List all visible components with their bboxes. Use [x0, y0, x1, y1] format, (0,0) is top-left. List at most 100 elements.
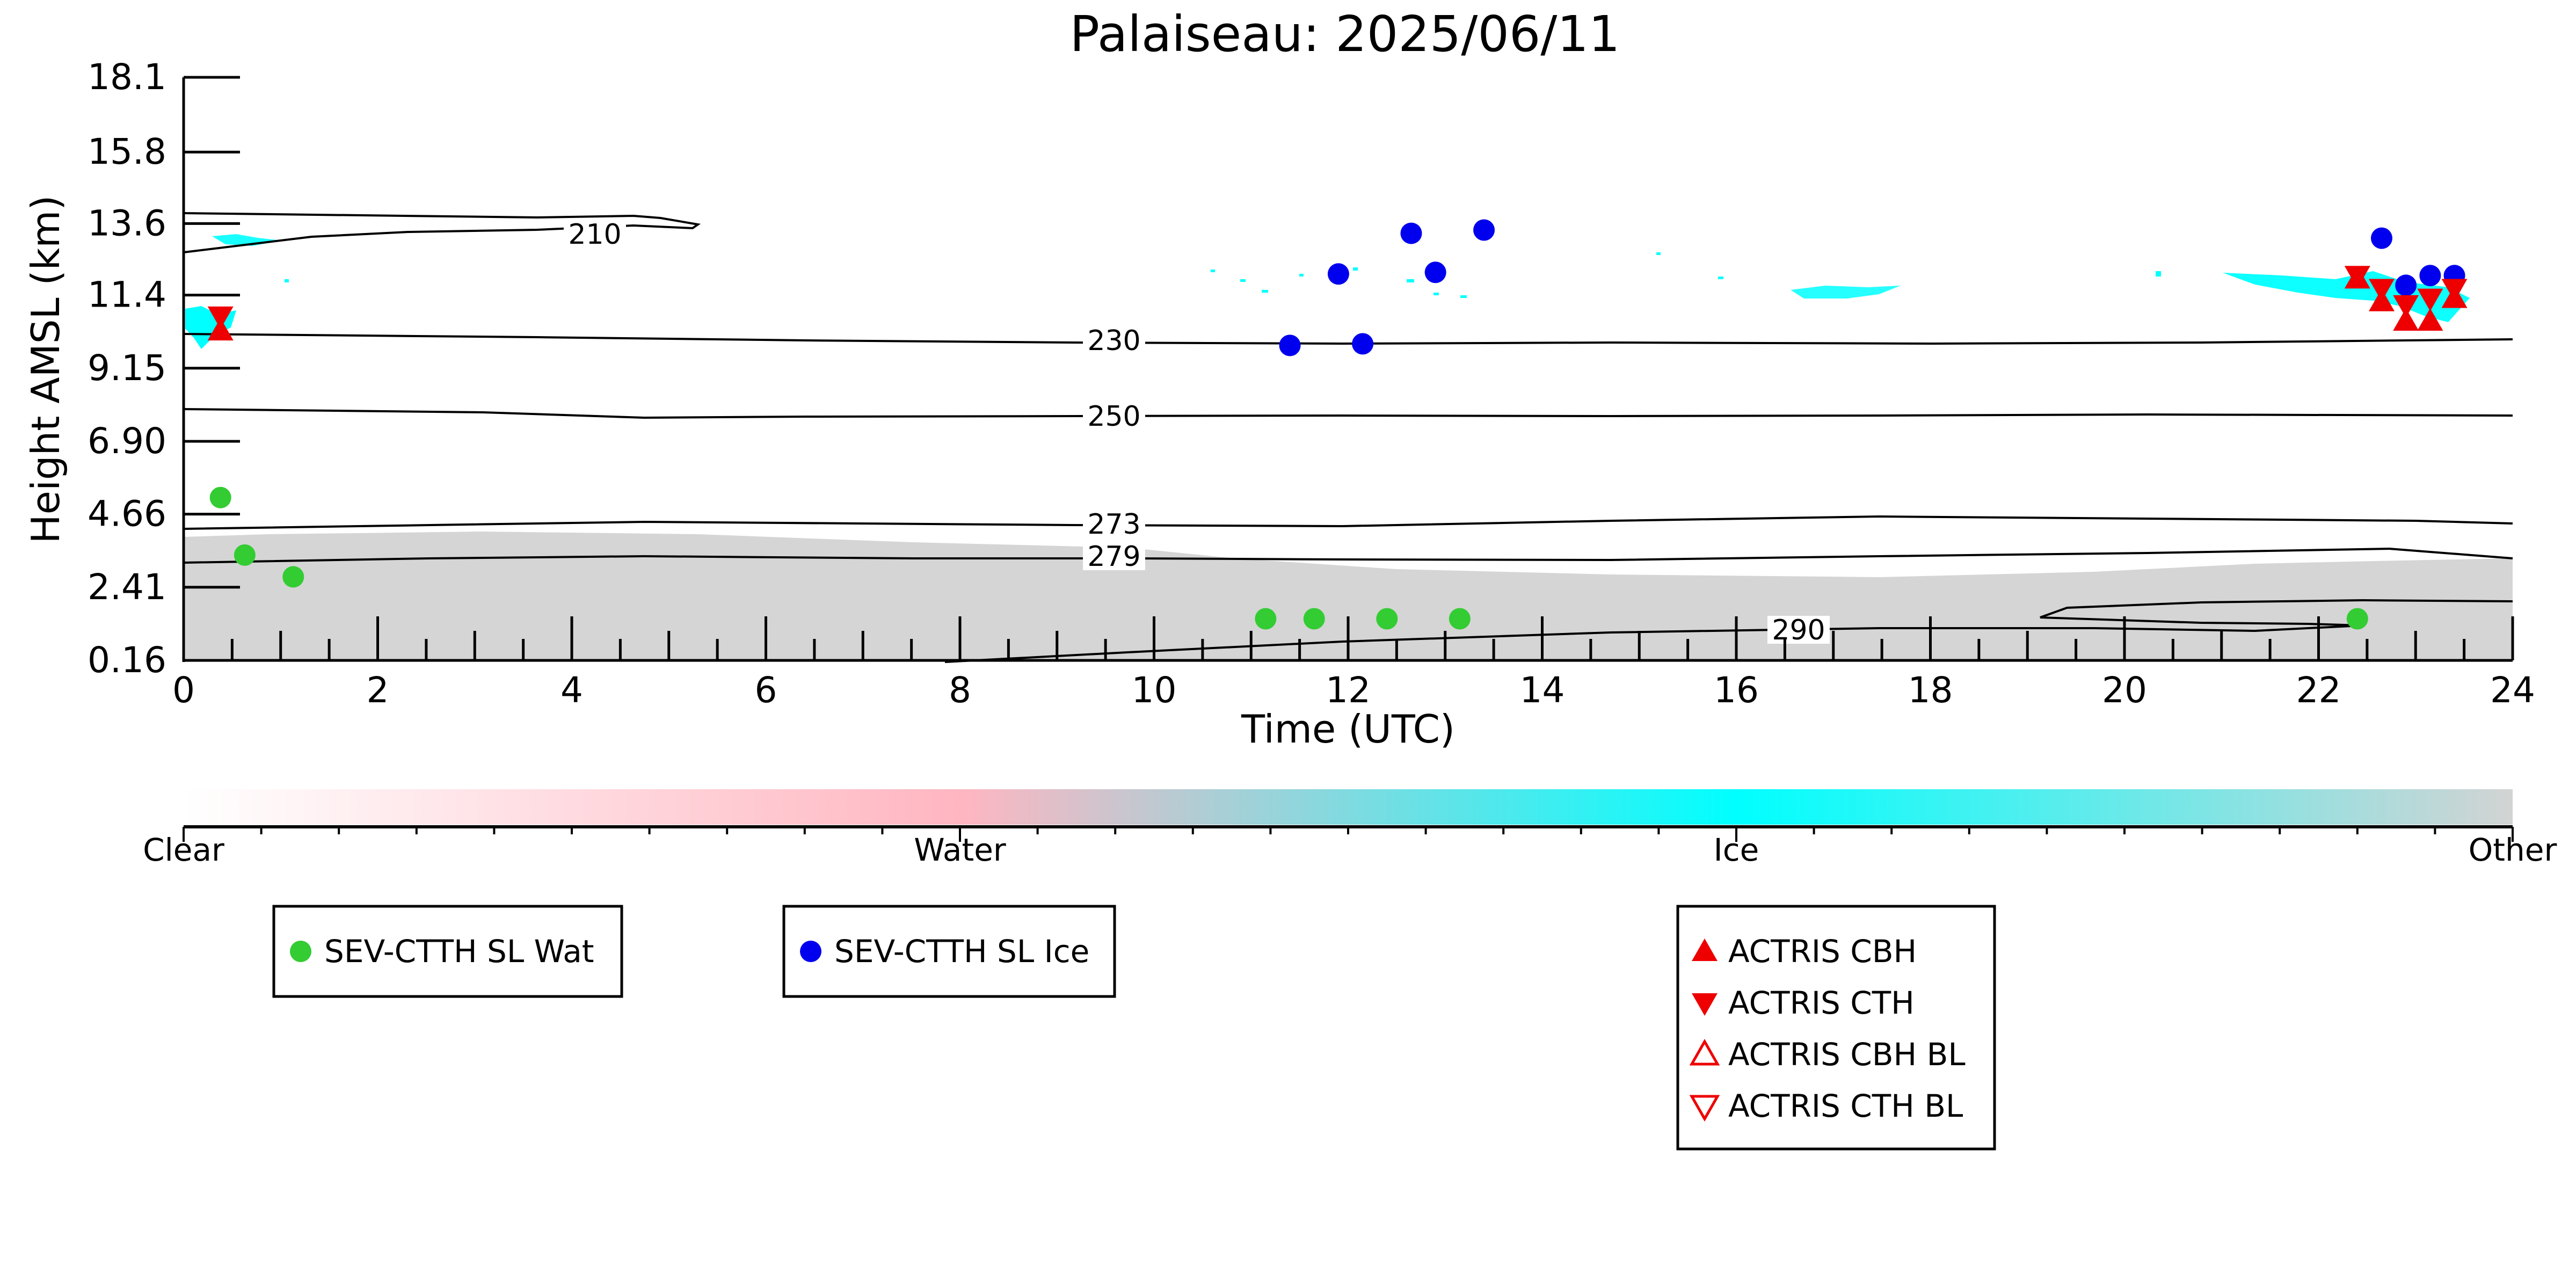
y-tick-label: 6.90 — [88, 420, 166, 462]
x-tick-label: 14 — [1520, 670, 1565, 711]
y-tick-label: 2.41 — [88, 566, 166, 608]
contour-label-210: 210 — [568, 219, 621, 251]
data-markers — [207, 219, 2468, 630]
legend-label-sev-ctth-sl-wat: SEV-CTTH SL Wat — [324, 933, 594, 970]
legend-label-actris-cth-bl: ACTRIS CTH BL — [1728, 1088, 1963, 1124]
legends: SEV-CTTH SL Wat SEV-CTTH SL Ice ACTRIS CBH… — [272, 905, 1996, 1151]
contour-label-250: 250 — [1087, 401, 1140, 433]
y-tick-label: 13.6 — [88, 202, 166, 244]
x-tick-label: 24 — [2490, 670, 2535, 711]
marker-sev-ctth-sl-wat — [1303, 608, 1325, 630]
marker-sev-ctth-sl-wat — [1255, 608, 1277, 630]
marker-actris-cbh — [2417, 308, 2443, 331]
plot-area — [184, 234, 2513, 662]
marker-sev-ctth-sl-ice — [2370, 227, 2392, 249]
contour-210-line — [183, 212, 701, 253]
ice-cloud-patch-mid — [1791, 286, 1901, 299]
chart-title: Palaiseau: 2025/06/11 — [1070, 5, 1620, 63]
x-ticks: 0 2 4 6 8 10 12 14 16 18 20 22 24 — [172, 616, 2535, 711]
marker-sev-ctth-sl-ice — [1352, 333, 1374, 355]
contour-label-bg — [1083, 402, 1145, 430]
contour-label-230: 230 — [1087, 325, 1140, 357]
legend-marker-actris-cbh-bl — [1689, 1038, 1720, 1066]
legend-box-actris — [1676, 905, 1996, 1151]
colorbar-label-water: Water — [914, 832, 1006, 868]
x-tick-label: 18 — [1908, 670, 1953, 711]
marker-actris-cth — [207, 306, 234, 329]
legend-marker-actris-cbh — [1692, 938, 1718, 961]
contour-label-bg — [1083, 542, 1145, 570]
marker-actris-cth — [2417, 288, 2443, 311]
y-tick-label: 18.1 — [88, 56, 166, 98]
marker-sev-ctth-sl-wat — [1376, 608, 1398, 630]
ice-cloud-specks — [285, 252, 2161, 298]
marker-sev-ctth-sl-ice — [1327, 263, 1349, 285]
y-tick-label: 15.8 — [88, 131, 166, 172]
legend-label-actris-cbh: ACTRIS CBH — [1728, 933, 1917, 970]
y-tick-label: 11.4 — [88, 274, 166, 316]
x-tick-label: 12 — [1326, 670, 1371, 711]
marker-actris-cbh — [207, 318, 234, 341]
contour-250-line — [183, 408, 2513, 419]
x-tick-label: 8 — [949, 670, 971, 711]
marker-actris-cth — [2441, 279, 2468, 302]
legend-marker-actris-cth-bl — [1689, 1095, 1720, 1122]
marker-sev-ctth-sl-ice — [1473, 219, 1495, 241]
contour-label-bg — [564, 220, 626, 248]
contour-label-bg — [1083, 326, 1145, 354]
legend-label-actris-cth: ACTRIS CTH — [1728, 985, 1915, 1021]
contour-273-line — [183, 515, 2513, 530]
marker-actris-cbh — [2393, 308, 2419, 331]
y-tick-label: 9.15 — [88, 347, 166, 389]
marker-sev-ctth-sl-ice — [1279, 334, 1301, 356]
x-tick-label: 4 — [561, 670, 583, 711]
y-axis-label: Height AMSL (km) — [23, 195, 68, 544]
marker-actris-cth — [2368, 279, 2395, 302]
x-tick-label: 6 — [755, 670, 777, 711]
marker-sev-ctth-sl-ice — [2419, 265, 2441, 287]
x-minor-ticks — [230, 631, 2466, 660]
marker-sev-ctth-sl-ice — [1424, 261, 1446, 283]
x-tick-label: 2 — [367, 670, 389, 711]
x-tick-label: 16 — [1714, 670, 1759, 711]
contour-label-279: 279 — [1087, 541, 1140, 573]
colorbar: Clear Water Ice Other — [143, 789, 2557, 868]
legend-marker-sev-ctth-sl-wat — [290, 941, 311, 962]
marker-sev-ctth-sl-wat — [282, 566, 304, 588]
y-tick-label: 0.16 — [88, 639, 166, 681]
y-ticks: 0.16 2.41 4.66 6.90 9.15 11.4 13.6 15.8 18.1 — [88, 56, 240, 681]
legend-box-water — [272, 905, 623, 998]
x-tick-label: 0 — [172, 670, 195, 711]
marker-sev-ctth-sl-ice — [2395, 274, 2417, 296]
marker-actris-cth — [2344, 266, 2370, 289]
contour-label-273: 273 — [1087, 508, 1140, 541]
temperature-contours — [183, 212, 2513, 663]
legend-marker-sev-ctth-sl-ice — [800, 941, 821, 962]
marker-actris-cth — [2393, 295, 2419, 318]
y-tick-label: 4.66 — [88, 493, 166, 535]
legend-label-actris-cbh-bl: ACTRIS CBH BL — [1728, 1036, 1966, 1073]
x-axis-label: Time (UTC) — [1241, 707, 1455, 752]
legend-marker-actris-cth — [1692, 993, 1718, 1016]
colorbar-label-ice: Ice — [1714, 832, 1759, 868]
colorbar-label-clear: Clear — [143, 832, 224, 868]
legend-box-ice — [782, 905, 1116, 998]
marker-sev-ctth-sl-wat — [209, 486, 231, 508]
contour-279-line — [183, 547, 2513, 564]
x-tick-label: 10 — [1132, 670, 1177, 711]
contour-230-line — [183, 333, 2513, 345]
contour-label-bg — [1767, 616, 1830, 644]
legend-label-sev-ctth-sl-ice: SEV-CTTH SL Ice — [834, 933, 1089, 970]
x-tick-label: 22 — [2296, 670, 2341, 711]
marker-sev-ctth-sl-wat — [1449, 608, 1471, 630]
x-tick-label: 20 — [2102, 670, 2147, 711]
contour-label-290: 290 — [1772, 614, 1825, 646]
marker-sev-ctth-sl-wat — [2346, 608, 2368, 630]
marker-sev-ctth-sl-wat — [234, 544, 256, 566]
colorbar-label-other: Other — [2469, 832, 2557, 868]
contour-label-bg — [1083, 510, 1145, 538]
marker-sev-ctth-sl-ice — [1400, 222, 1422, 244]
colorbar-gradient — [184, 789, 2513, 825]
